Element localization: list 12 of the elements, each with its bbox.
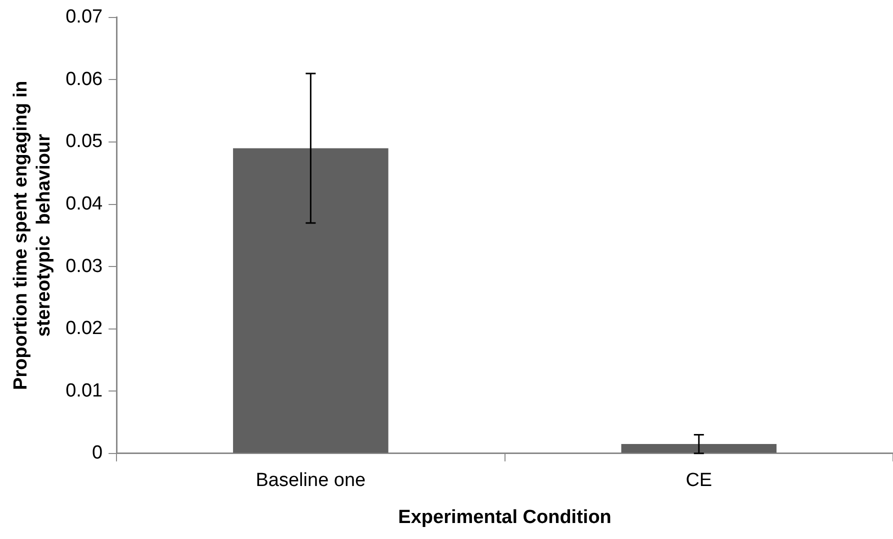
y-tick-label: 0.03 — [66, 256, 103, 277]
x-axis-title: Experimental Condition — [398, 506, 612, 528]
y-axis-title: Proportion time spent engaging in stereotypic behaviour — [10, 80, 54, 390]
x-tick-label: CE — [686, 470, 712, 492]
y-tick-label: 0.07 — [66, 6, 103, 28]
y-tick-label: 0 — [92, 442, 103, 464]
y-tick-label: 0.02 — [66, 318, 103, 340]
y-tick-label: 0.05 — [66, 131, 103, 152]
y-tick-label: 0.01 — [66, 380, 103, 402]
y-tick-label: 0.06 — [66, 68, 103, 90]
y-tick-label: 0.04 — [66, 193, 104, 214]
x-tick-label: Baseline one — [256, 470, 366, 492]
